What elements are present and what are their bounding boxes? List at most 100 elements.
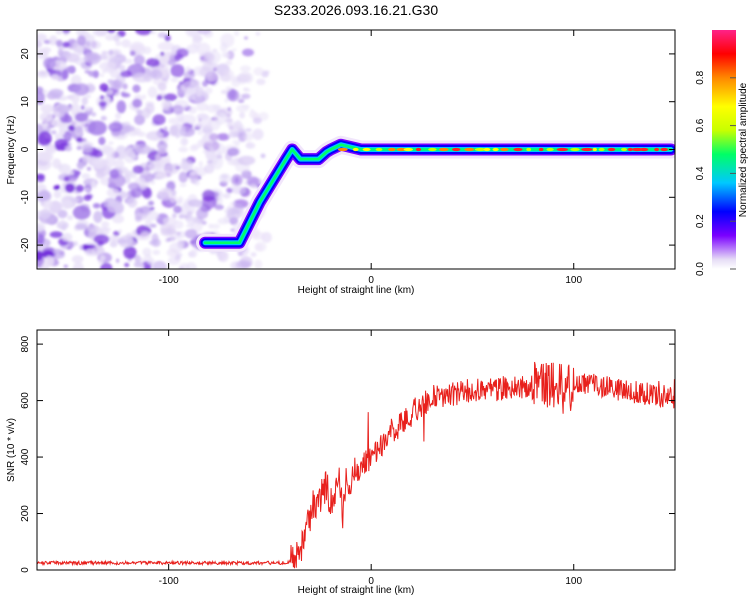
noise-blob	[68, 176, 78, 182]
noise-blob	[164, 34, 171, 42]
noise-blob	[151, 156, 157, 160]
snr-ylabel: SNR (10 * v/v)	[6, 418, 17, 482]
track-hotspot	[452, 147, 461, 152]
noise-blob	[43, 57, 56, 70]
noise-blob	[37, 70, 50, 78]
noise-blob	[119, 190, 127, 199]
noise-blob	[202, 149, 208, 154]
noise-blob	[105, 154, 116, 168]
noise-blob	[161, 98, 171, 111]
noise-blob	[77, 35, 86, 46]
noise-blob	[123, 150, 136, 164]
noise-blob	[115, 112, 122, 120]
spectrogram-xlabel: Height of straight line (km)	[298, 285, 415, 296]
noise-blob	[81, 173, 90, 180]
noise-blob	[44, 144, 57, 155]
noise-blob	[260, 153, 266, 159]
noise-blob	[64, 145, 73, 152]
noise-blob	[81, 138, 87, 142]
noise-blob	[176, 231, 181, 236]
noise-blob	[80, 105, 85, 111]
noise-blob	[214, 204, 224, 210]
noise-blob	[68, 124, 75, 132]
noise-blob	[246, 141, 252, 149]
track-hotspot	[483, 147, 491, 152]
noise-blob	[163, 93, 178, 102]
noise-blob	[72, 205, 91, 220]
noise-blob	[86, 166, 92, 171]
noise-blob	[102, 69, 107, 74]
track-hotspot	[362, 147, 371, 152]
noise-blob	[39, 152, 54, 162]
noise-blob	[73, 241, 78, 246]
spectrogram-track	[196, 135, 675, 252]
noise-blob	[133, 54, 145, 66]
noise-blob	[163, 126, 168, 131]
noise-blob	[84, 187, 91, 193]
noise-blob	[39, 189, 50, 201]
noise-blob	[208, 223, 213, 229]
noise-blob	[223, 69, 235, 82]
noise-blob	[152, 249, 161, 255]
y-tick-label: 10	[20, 96, 31, 108]
noise-blob	[37, 222, 46, 232]
noise-blob	[63, 264, 68, 268]
noise-blob	[197, 30, 212, 35]
track-hotspot	[556, 147, 569, 152]
noise-blob	[75, 30, 87, 37]
noise-blob	[76, 137, 84, 143]
noise-blob	[162, 217, 177, 226]
noise-blob	[190, 248, 198, 258]
noise-blob	[93, 210, 103, 223]
noise-blob	[87, 120, 107, 136]
noise-blob	[76, 146, 82, 150]
y-tick-label: 0	[20, 567, 31, 573]
noise-blob	[84, 106, 91, 112]
noise-blob	[211, 223, 221, 229]
noise-blob	[79, 244, 84, 250]
noise-blob	[190, 79, 201, 88]
noise-blob	[135, 30, 153, 36]
noise-blob	[116, 100, 127, 114]
noise-blob	[150, 30, 157, 35]
colorbar-tick-label: 0.8	[695, 70, 706, 84]
noise-blob	[167, 59, 176, 66]
noise-blob	[226, 187, 233, 194]
colorbar-ticks: 0.0 0.2 0.4 0.6 0.8	[695, 70, 736, 276]
noise-blob	[239, 256, 253, 269]
track-hotspot	[492, 147, 499, 152]
noise-blob	[123, 246, 137, 260]
noise-blob	[202, 52, 215, 63]
x-tick-label: -100	[159, 576, 179, 587]
noise-blob	[92, 246, 105, 255]
x-tick-label: -100	[159, 275, 179, 286]
noise-blob	[132, 46, 138, 52]
noise-blob	[62, 133, 72, 139]
y-tick-label: 800	[20, 335, 31, 352]
noise-blob	[38, 131, 52, 146]
noise-blob	[98, 136, 106, 146]
track-hotspot	[337, 147, 348, 152]
noise-blob	[239, 112, 246, 119]
noise-blob	[137, 131, 146, 137]
noise-blob	[227, 147, 240, 157]
colorbar-gradient	[712, 30, 736, 269]
noise-blob	[101, 50, 108, 55]
noise-blob	[92, 203, 101, 209]
noise-blob	[218, 250, 229, 262]
track-hotspot	[513, 147, 523, 152]
noise-blob	[238, 71, 251, 81]
noise-blob	[53, 190, 62, 199]
noise-blob	[178, 266, 184, 269]
noise-blob	[71, 255, 84, 264]
noise-blob	[132, 165, 144, 174]
spectrogram-noise	[37, 30, 272, 269]
noise-blob	[167, 110, 171, 115]
noise-blob	[122, 83, 128, 90]
noise-blob	[113, 230, 120, 237]
noise-blob	[66, 52, 80, 63]
y-tick-label: 600	[20, 392, 31, 409]
noise-blob	[181, 160, 193, 172]
track-hotspot	[581, 147, 593, 152]
